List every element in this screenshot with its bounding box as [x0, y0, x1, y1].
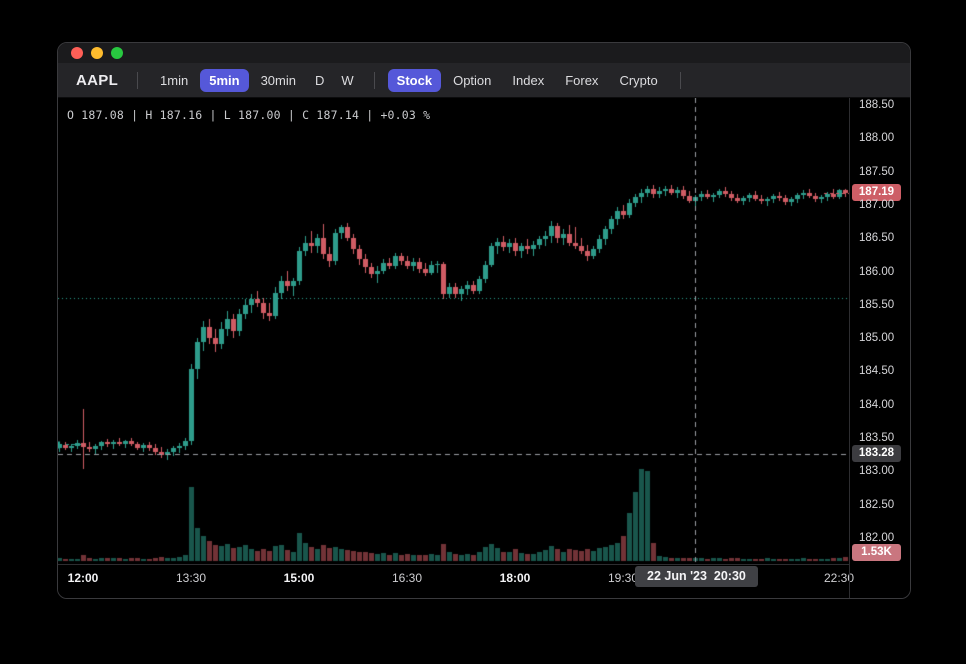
- market-button-index[interactable]: Index: [512, 72, 545, 88]
- candlestick-chart-canvas[interactable]: [58, 98, 849, 564]
- price-tick-label: 182.50: [859, 498, 895, 511]
- price-axis[interactable]: 187.19 183.28 1.53K 188.50 188.00 187.50 18…: [849, 98, 910, 598]
- time-tick-label: 18:00: [499, 571, 531, 585]
- time-tick-label: 15:00: [283, 571, 315, 585]
- price-tick-label: 183.50: [859, 432, 895, 445]
- timeframe-button-5min[interactable]: 5min: [200, 68, 249, 92]
- traffic-light-close-button[interactable]: [71, 47, 83, 59]
- price-tick-label: 188.00: [859, 132, 895, 145]
- window-titlebar[interactable]: [58, 43, 910, 63]
- toolbar-separator: [373, 71, 375, 89]
- toolbar-separator: [679, 71, 681, 89]
- price-tick-label: 188.50: [859, 99, 895, 111]
- traffic-light-minimize-button[interactable]: [91, 47, 103, 59]
- time-tick-label: 16:30: [391, 571, 423, 585]
- market-button-option[interactable]: Option: [453, 72, 492, 88]
- price-tick-label: 185.50: [859, 298, 895, 311]
- price-tick-label: 186.50: [859, 232, 895, 245]
- time-tick-label: 22:30: [823, 571, 855, 585]
- price-tick-label: 186.00: [859, 265, 895, 278]
- traffic-light-zoom-button[interactable]: [111, 47, 123, 59]
- crosshair-price-badge: 183.28: [852, 444, 901, 462]
- price-tick-label: 184.50: [859, 365, 895, 378]
- price-tick-label: 185.00: [859, 332, 895, 345]
- market-button-crypto[interactable]: Crypto: [619, 72, 658, 88]
- trading-app-window: AAPL 1min 5min 30min D W Stock Option Index For…: [57, 42, 911, 599]
- timeframe-button-w[interactable]: W: [341, 72, 354, 88]
- crosshair-time-badge: 22 Jun '23 20:30: [635, 566, 758, 587]
- chart-container: O 187.08 | H 187.16 | L 187.00 | C 187.1…: [58, 98, 910, 598]
- price-tick-label: 182.00: [859, 531, 895, 544]
- timeframe-button-1min[interactable]: 1min: [160, 72, 189, 88]
- price-tick-label: 187.00: [859, 198, 895, 211]
- time-tick-label: 12:00: [67, 571, 99, 585]
- price-tick-label: 187.50: [859, 165, 895, 178]
- toolbar-separator: [137, 71, 139, 89]
- time-tick-label: 13:30: [175, 571, 207, 585]
- price-tick-label: 183.00: [859, 465, 895, 478]
- timeframe-group: 1min 5min 30min D W: [151, 68, 361, 92]
- market-button-forex[interactable]: Forex: [565, 72, 599, 88]
- timeframe-button-30min[interactable]: 30min: [260, 72, 296, 88]
- market-group: Stock Option Index Forex Crypto: [387, 68, 667, 92]
- main-toolbar: AAPL 1min 5min 30min D W Stock Option Index For…: [58, 63, 910, 98]
- price-tick-label: 184.00: [859, 398, 895, 411]
- market-button-stock[interactable]: Stock: [387, 68, 442, 92]
- time-axis[interactable]: 22 Jun '23 20:30 12:00 13:30 15:00 16:30 18:…: [58, 564, 854, 598]
- ohlc-readout: O 187.08 | H 187.16 | L 187.00 | C 187.1…: [67, 108, 431, 122]
- last-price-badge: 187.19: [852, 184, 901, 202]
- symbol-label: AAPL: [76, 71, 119, 89]
- timeframe-button-d[interactable]: D: [315, 72, 325, 88]
- volume-badge: 1.53K: [852, 544, 901, 561]
- time-tick-label: 19:30: [607, 571, 639, 585]
